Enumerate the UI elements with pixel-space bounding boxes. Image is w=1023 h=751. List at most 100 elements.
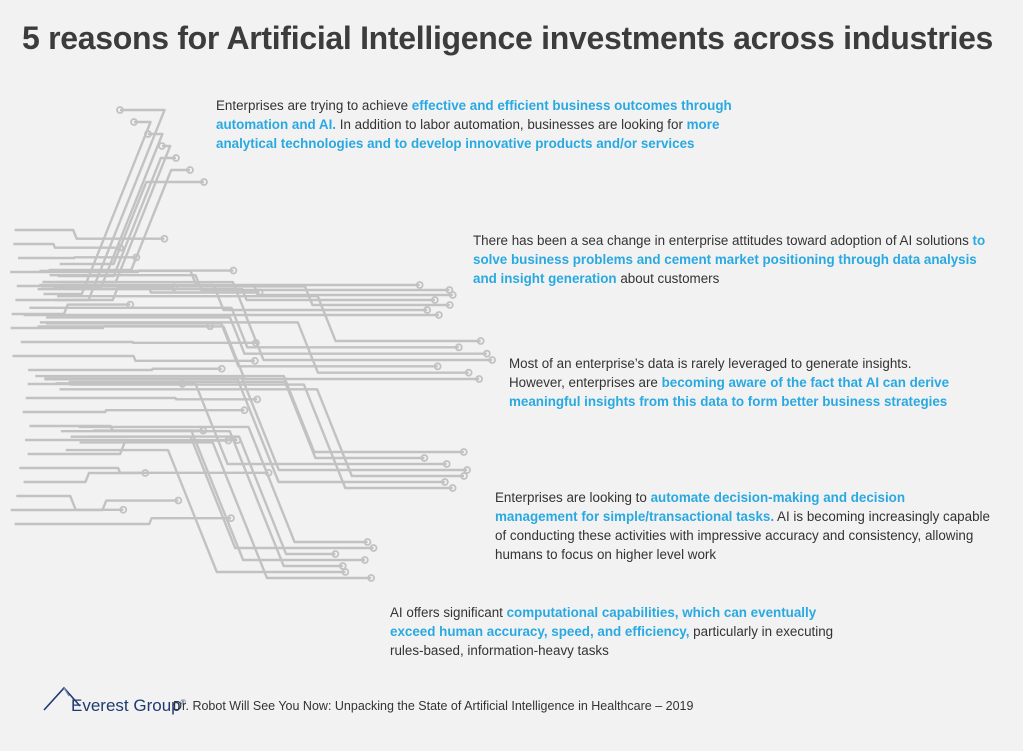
circuit-node bbox=[141, 469, 150, 477]
palm-trace bbox=[22, 409, 245, 414]
highlighted-phrase: computational capabilities, which can ev… bbox=[390, 605, 817, 639]
circuit-trace bbox=[44, 378, 445, 484]
palm-trace bbox=[15, 286, 174, 302]
circuit-node bbox=[341, 568, 350, 576]
plain-phrase: Enterprises are looking to bbox=[495, 490, 651, 505]
circuit-node bbox=[255, 288, 264, 297]
circuit-node bbox=[331, 550, 340, 558]
palm-trace bbox=[10, 269, 234, 274]
circuit-node bbox=[227, 514, 235, 523]
plain-phrase: AI is becoming increasingly capable of c… bbox=[495, 509, 990, 562]
circuit-trace bbox=[46, 316, 487, 355]
palm-trace bbox=[29, 424, 204, 432]
circuit-node bbox=[448, 484, 457, 492]
circuit-trace bbox=[78, 425, 368, 544]
circuit-node bbox=[229, 266, 238, 275]
circuit-node bbox=[264, 468, 273, 477]
circuit-trace bbox=[39, 321, 469, 374]
circuit-node bbox=[200, 178, 208, 186]
circuit-trace bbox=[37, 287, 435, 302]
circuit-node bbox=[217, 364, 226, 373]
reason-3-text: Most of an enterprise’s data is rarely l… bbox=[509, 354, 964, 411]
circuit-node bbox=[186, 166, 194, 174]
highlighted-phrase: more analytical technologies and to deve… bbox=[216, 117, 720, 151]
page-title: 5 reasons for Artificial Intelligence in… bbox=[22, 20, 994, 56]
palm-trace bbox=[13, 242, 121, 249]
circuit-node bbox=[172, 154, 180, 162]
plain-phrase: There has been a sea change in enterpris… bbox=[473, 233, 973, 248]
circuit-node bbox=[420, 454, 429, 462]
highlighted-phrase: effective and efficient business outcome… bbox=[216, 98, 732, 132]
reason-5-text: AI offers significant computational capa… bbox=[390, 603, 835, 660]
circuit-trace bbox=[42, 144, 172, 284]
circuit-node bbox=[199, 426, 208, 435]
plain-phrase: Enterprises are trying to achieve bbox=[216, 98, 412, 113]
circuit-node bbox=[130, 118, 138, 126]
circuit-node bbox=[445, 301, 454, 309]
circuit-node bbox=[126, 300, 135, 309]
circuit-node bbox=[488, 356, 497, 364]
palm-trace bbox=[16, 284, 260, 294]
circuit-trace bbox=[59, 180, 204, 266]
plain-phrase: Most of an enterprise’s data is rarely l… bbox=[509, 356, 912, 390]
circuit-trace bbox=[60, 430, 343, 568]
circuit-node bbox=[253, 395, 262, 404]
highlighted-phrase: becoming aware of the fact that AI can d… bbox=[509, 375, 950, 409]
circuit-trace bbox=[65, 448, 346, 574]
circuit-node bbox=[119, 505, 128, 514]
circuit-node bbox=[116, 106, 124, 114]
palm-trace bbox=[25, 396, 258, 401]
circuit-trace bbox=[59, 388, 464, 478]
circuit-trace bbox=[87, 435, 336, 556]
circuit-node bbox=[476, 337, 485, 345]
circuit-node bbox=[338, 562, 347, 570]
plain-phrase: about customers bbox=[616, 271, 720, 286]
reason-1-text: Enterprises are trying to achieve effect… bbox=[216, 96, 736, 153]
circuit-node bbox=[367, 574, 376, 582]
circuit-node bbox=[459, 448, 468, 456]
palm-trace bbox=[14, 228, 165, 240]
circuit-trace bbox=[23, 313, 493, 362]
circuit-node bbox=[240, 406, 249, 415]
circuit-node bbox=[475, 375, 484, 383]
highlighted-phrase: to solve business problems and cement ma… bbox=[473, 233, 986, 286]
circuit-node bbox=[430, 296, 439, 304]
circuit-node bbox=[454, 343, 463, 352]
circuit-trace bbox=[57, 294, 481, 343]
source-citation: Dr. Robot Will See You Now: Unpacking th… bbox=[173, 699, 694, 713]
palm-trace bbox=[10, 499, 179, 512]
circuit-node bbox=[369, 544, 378, 552]
circuit-node bbox=[174, 496, 183, 505]
circuit-node bbox=[170, 283, 178, 292]
palm-trace bbox=[14, 516, 231, 526]
circuit-node bbox=[224, 436, 233, 445]
circuit-node bbox=[252, 338, 260, 347]
circuit-node bbox=[116, 243, 125, 252]
circuit-node bbox=[460, 472, 468, 480]
palm-trace bbox=[27, 439, 229, 456]
circuit-node bbox=[463, 466, 471, 474]
reason-2-text: There has been a sea change in enterpris… bbox=[473, 231, 998, 288]
circuit-node bbox=[160, 234, 169, 243]
circuit-node bbox=[464, 368, 473, 377]
highlighted-phrase: automate decision-making and decision ma… bbox=[495, 490, 906, 524]
palm-trace bbox=[23, 471, 146, 484]
circuit-node bbox=[206, 322, 214, 331]
circuit-node bbox=[233, 436, 242, 444]
reason-4-text: Enterprises are looking to automate deci… bbox=[495, 488, 990, 564]
circuit-node bbox=[360, 556, 369, 564]
circuit-node bbox=[178, 380, 187, 388]
circuit-node bbox=[158, 142, 166, 150]
circuit-trace bbox=[60, 280, 439, 317]
circuit-node bbox=[144, 130, 152, 138]
palm-trace bbox=[18, 256, 137, 260]
circuit-node bbox=[482, 349, 491, 358]
circuit-node bbox=[132, 253, 141, 262]
circuit-node bbox=[440, 478, 449, 486]
palm-trace bbox=[12, 354, 255, 363]
palm-trace bbox=[10, 324, 211, 330]
circuit-node bbox=[448, 291, 457, 299]
brand-name: Everest Group® bbox=[71, 696, 186, 715]
palm-trace bbox=[11, 303, 131, 316]
